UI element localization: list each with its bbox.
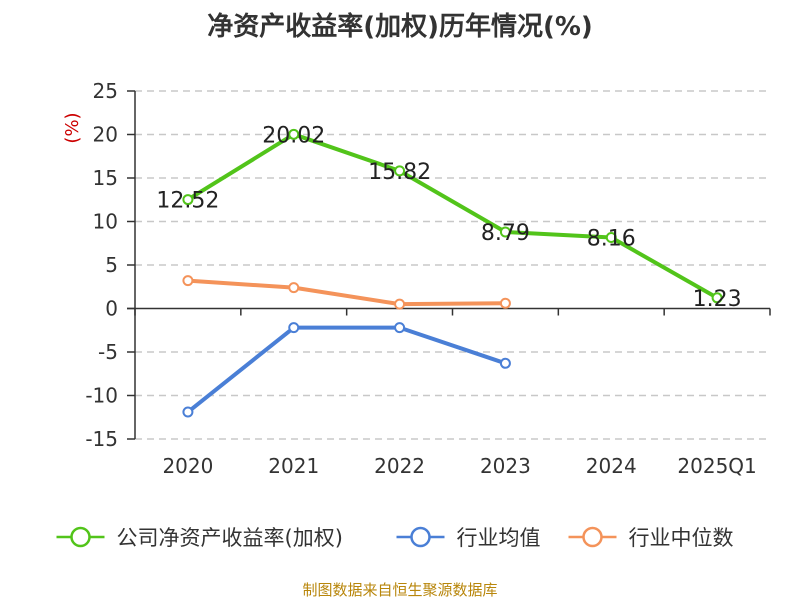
- data-point: [182, 275, 194, 287]
- legend-label: 行业中位数: [629, 526, 734, 550]
- data-point: [288, 282, 300, 294]
- legend-item: 公司净资产收益率(加权): [56, 526, 343, 550]
- x-tick-label: 2020: [162, 454, 213, 478]
- legend-label: 行业均值: [457, 526, 541, 550]
- y-tick-label: -5: [98, 340, 118, 364]
- x-tick-label: 2022: [374, 454, 425, 478]
- data-label: 8.79: [481, 221, 530, 246]
- data-point: [499, 357, 511, 369]
- chart-title: 净资产收益率(加权)历年情况(%): [207, 12, 593, 42]
- axis-layer: 25 20 15 10 5 0 -5 -10 -15 (%) 2020 2021 2022 2023 202…: [62, 79, 771, 478]
- data-point: [499, 226, 511, 238]
- data-label: 20.02: [262, 123, 325, 148]
- y-tick-label: -10: [85, 384, 118, 408]
- y-tick-label: 20: [93, 123, 118, 147]
- legend: 公司净资产收益率(加权) 行业均值 行业中位数: [56, 526, 734, 550]
- x-tick-label: 2024: [586, 454, 637, 478]
- legend-marker-icon: [582, 526, 603, 548]
- data-point: [394, 322, 406, 334]
- series-layer: [182, 128, 723, 418]
- data-label-layer: 12.52 20.02 15.82 8.79 8.16 1.23: [156, 123, 741, 311]
- data-point: [182, 194, 194, 206]
- series-line: [186, 325, 507, 414]
- x-tick-label: 2025Q1: [677, 454, 756, 478]
- y-tick-label: 25: [93, 79, 118, 103]
- data-point: [394, 165, 406, 177]
- data-point: [499, 297, 511, 309]
- x-tick-label: 2023: [480, 454, 531, 478]
- data-label: 15.82: [368, 160, 431, 185]
- series-line: [187, 278, 506, 307]
- data-point: [605, 232, 617, 244]
- data-point: [288, 322, 300, 334]
- data-source-note: 制图数据来自恒生聚源数据库: [302, 581, 498, 599]
- series-line: [186, 132, 719, 300]
- data-point: [711, 292, 723, 304]
- x-tick-label: 2021: [268, 454, 319, 478]
- legend-item: 行业中位数: [568, 526, 734, 550]
- legend-marker-icon: [70, 526, 91, 548]
- y-tick-label: -15: [85, 427, 118, 451]
- data-point: [394, 298, 406, 310]
- y-tick-label: 10: [93, 210, 118, 234]
- legend-item: 行业均值: [396, 526, 541, 550]
- grid-layer: [135, 90, 770, 440]
- data-label: 8.16: [587, 227, 636, 252]
- legend-marker-icon: [410, 526, 431, 548]
- data-point: [288, 128, 300, 140]
- y-tick-label: 15: [93, 166, 118, 190]
- y-axis-label: (%): [62, 112, 83, 143]
- legend-label: 公司净资产收益率(加权): [117, 526, 343, 550]
- data-label: 1.23: [693, 287, 742, 312]
- y-tick-label: 0: [105, 297, 118, 321]
- data-point: [182, 406, 194, 418]
- y-tick-label: 5: [105, 253, 118, 277]
- data-label: 12.52: [156, 189, 219, 214]
